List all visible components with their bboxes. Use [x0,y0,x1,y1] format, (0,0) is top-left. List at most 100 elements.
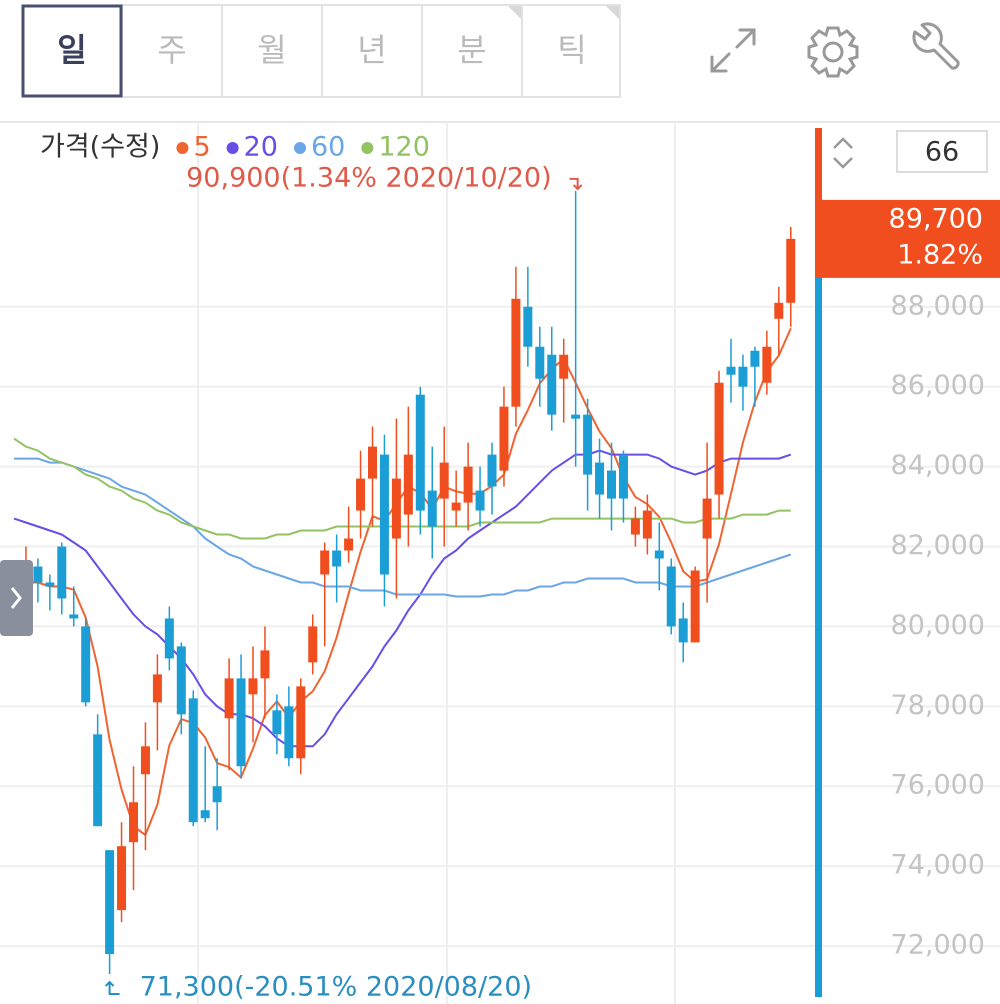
candle-body [738,366,748,387]
candle-body [678,618,688,643]
legend-label: 5 [193,132,210,163]
y-tick-label: 74,000 [891,850,985,881]
candle-body [332,550,342,567]
legend-dot [176,142,189,154]
candle-body [439,462,449,499]
candle-body [499,406,509,471]
candle-body [475,490,485,511]
tab[interactable]: 일 [57,31,86,69]
candle-body [487,454,497,487]
side-handle[interactable] [0,560,33,636]
moving-average-line [13,449,792,748]
candle-body [511,298,521,407]
tab[interactable]: 월 [257,31,286,69]
candle-body [356,478,366,511]
candle-body [463,466,473,503]
moving-average-line [13,437,791,540]
price-change: 1.82% [897,239,983,270]
candle-body [152,674,162,703]
candle-body [774,302,784,319]
candle-body [583,414,593,475]
candle-body [200,810,210,819]
candle-body [415,394,425,511]
y-tick-label: 78,000 [891,690,985,721]
legend-dot [361,142,374,154]
legend-label: 60 [311,132,345,163]
low-annotation: 71,300(-20.51% 2020/08/20) [140,972,532,1003]
tab-bar [121,4,621,98]
candle-body [762,346,772,383]
tab[interactable]: 분 [457,31,486,69]
candle-body [786,238,796,303]
y-tick-label: 72,000 [891,930,985,961]
price-tag [815,199,1000,278]
count: 66 [925,137,959,168]
period-tabs: 일 주 월 년 분 틱 [21,4,621,98]
candle-body [260,650,270,679]
y-tick-label: 88,000 [891,290,985,321]
candle-body [308,626,318,663]
candle-body [391,478,401,539]
legend-title: 가격(수정) [40,132,160,163]
candle-body [547,354,557,415]
candle-body [630,518,640,535]
count-box[interactable] [896,130,988,173]
candle-body [129,802,138,843]
candle-body [379,454,389,575]
candle-body [224,678,234,719]
candle-body [140,746,150,775]
tab[interactable]: 년 [357,31,386,69]
y-tick-label: 80,000 [891,610,985,641]
price-label: 89,700 [889,203,983,234]
candle-body [164,618,174,659]
candle-body [236,678,246,767]
candle-body [248,678,258,695]
candle-body [595,462,605,495]
candle-body [105,850,115,955]
settings-icon[interactable] [807,26,859,78]
moving-average-line [13,327,792,837]
tab-selected[interactable] [21,4,123,98]
candle-body [117,846,127,911]
candle-body [403,454,413,515]
candle-body [642,510,652,539]
legend-dot [293,142,306,154]
candle-body [296,686,306,759]
candle-body [344,538,354,551]
candle-body [726,366,736,375]
high-annotation: 90,900(1.34% 2020/10/20) [186,162,552,193]
expand-icon[interactable] [710,28,756,73]
candle-body [654,550,664,559]
candle-body [714,382,724,495]
tab[interactable]: 틱 [557,31,586,69]
tools-icon[interactable] [912,22,960,70]
y-tick-label: 76,000 [891,770,985,801]
candle-body [666,566,676,627]
candle-body [523,306,533,347]
candle-body [702,498,712,539]
candle-body [176,646,186,715]
candle-body [368,446,377,479]
candle-body [93,734,103,827]
legend-label: 120 [378,132,430,163]
high-marker [569,177,583,191]
candle-body [320,550,330,575]
candle-body [535,346,545,379]
candle-body [427,490,437,527]
candle-body [607,470,616,499]
tab[interactable]: 주 [157,31,186,69]
candle-body [451,502,461,511]
low-marker [104,980,120,996]
y-tick-label: 82,000 [891,530,985,561]
scroll-arrows[interactable] [833,137,853,169]
candle-body [690,570,700,643]
candle-body [750,350,760,367]
candle-body [57,546,67,599]
y-tick-label: 84,000 [891,450,985,481]
candle-body [33,566,43,583]
candle-body [188,698,198,823]
legend-label: 20 [244,132,278,163]
candle-body [284,706,294,759]
candle-body [571,414,581,419]
